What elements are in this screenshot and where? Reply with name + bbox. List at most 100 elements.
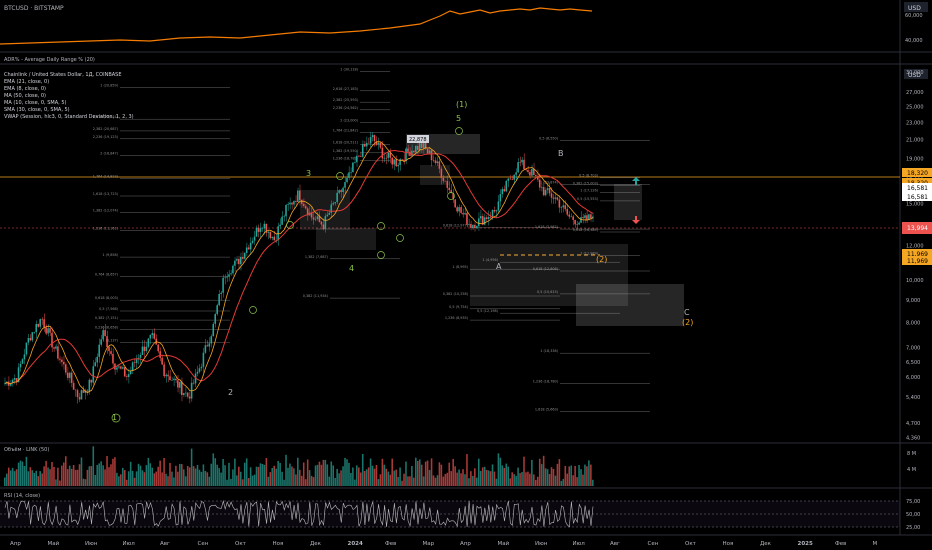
volume-bar	[155, 471, 157, 486]
volume-bar	[369, 458, 372, 486]
volume-bar	[302, 462, 305, 486]
volume-bar	[489, 471, 492, 486]
time-tick-label: Май	[48, 540, 60, 547]
candle-body	[505, 180, 508, 192]
wave-label: (2)	[682, 318, 693, 327]
candle-body	[173, 378, 175, 380]
candle-body	[9, 383, 12, 386]
candle-body	[29, 338, 32, 341]
candle-body	[580, 217, 582, 223]
candle-body	[238, 258, 240, 265]
volume-bar	[531, 459, 533, 486]
candle-body	[588, 214, 590, 220]
candle-body	[432, 160, 435, 161]
candle-body	[568, 214, 570, 217]
volume-bar	[216, 464, 218, 486]
candle-body	[251, 240, 254, 243]
volume-bar	[444, 474, 447, 486]
candle-body	[214, 314, 216, 324]
candle-body	[474, 224, 476, 229]
candle-body	[269, 231, 272, 238]
candle-body	[37, 324, 39, 327]
candle-body	[19, 363, 22, 368]
candle-body	[511, 179, 513, 181]
volume-bar	[141, 470, 144, 486]
candle-body	[442, 178, 445, 181]
volume-bar	[332, 465, 334, 486]
candle-body	[422, 143, 425, 148]
volume-bar	[564, 466, 567, 486]
volume-bar	[590, 464, 592, 486]
candle-body	[76, 390, 79, 398]
volume-bar	[538, 458, 541, 486]
fib-label: 0,5 (9,754)	[449, 305, 468, 309]
main-legend: Chainlink / United States Dollar, 1Д, CO…	[4, 72, 134, 120]
volume-bar	[536, 476, 539, 486]
candle-body	[326, 214, 329, 217]
rsi-tick: 75,00	[906, 499, 920, 505]
candle-body	[562, 205, 565, 208]
candle-body	[165, 374, 167, 377]
time-tick-label: Апр	[460, 541, 471, 547]
candle-body	[196, 371, 199, 374]
candle-body	[149, 335, 152, 339]
volume-bar	[584, 464, 586, 486]
volume-bar	[346, 459, 348, 486]
candle-body	[328, 212, 331, 215]
candle-body	[470, 224, 472, 228]
candle-body	[377, 142, 380, 145]
volume-bar	[466, 454, 468, 486]
price-tick-label: 15,000	[906, 201, 924, 207]
candle-body	[283, 216, 285, 217]
legend-line: EMA (8, close, 0)	[4, 86, 46, 92]
fib-label: 1 (23,874)	[540, 180, 558, 184]
volume-bar	[456, 472, 458, 486]
volume-bar	[161, 472, 163, 486]
volume-bar	[320, 464, 323, 486]
moving-average-line	[4, 149, 594, 385]
candle-body	[275, 240, 277, 241]
volume-bar	[80, 457, 83, 486]
legend-line: EMA (21, close, 0)	[4, 79, 49, 85]
wave-marker	[396, 234, 404, 242]
volume-bar	[574, 466, 576, 486]
candle-body	[584, 215, 586, 219]
candle-body	[92, 366, 95, 383]
volume-bar	[474, 468, 476, 486]
volume-bar	[285, 454, 287, 486]
volume-bar	[100, 461, 102, 486]
volume-bar	[379, 474, 382, 486]
candle-body	[350, 172, 352, 173]
volume-bar	[356, 465, 358, 486]
time-tick-label: Май	[498, 540, 510, 547]
candle-body	[277, 226, 279, 240]
candle-body	[304, 206, 307, 209]
fib-label: 1 (8,137)	[102, 338, 118, 342]
price-badge	[902, 256, 932, 265]
candle-body	[11, 379, 14, 384]
candle-body	[334, 202, 336, 204]
fib-label: 1,236 (18,789)	[333, 157, 359, 161]
volume-bar	[147, 457, 150, 486]
volume-bar	[533, 474, 535, 486]
volume-bar	[108, 467, 110, 486]
volume-bar	[318, 461, 321, 486]
volume-bar	[63, 462, 65, 486]
candle-body	[133, 362, 136, 363]
volume-bar	[184, 476, 187, 486]
volume-bar	[299, 469, 301, 486]
candle-body	[373, 135, 376, 142]
volume-bar	[61, 465, 63, 486]
volume-bar	[74, 470, 77, 486]
wave-marker	[249, 306, 257, 314]
candle-body	[383, 157, 386, 159]
candle-body	[35, 324, 38, 333]
candle-body	[428, 150, 431, 154]
fib-zone	[316, 228, 376, 250]
wave-marker	[336, 172, 344, 180]
volume-bar	[407, 476, 409, 486]
volume-bar	[308, 470, 311, 486]
candle-body	[548, 188, 551, 194]
price-tick-label: 6,500	[906, 360, 920, 366]
